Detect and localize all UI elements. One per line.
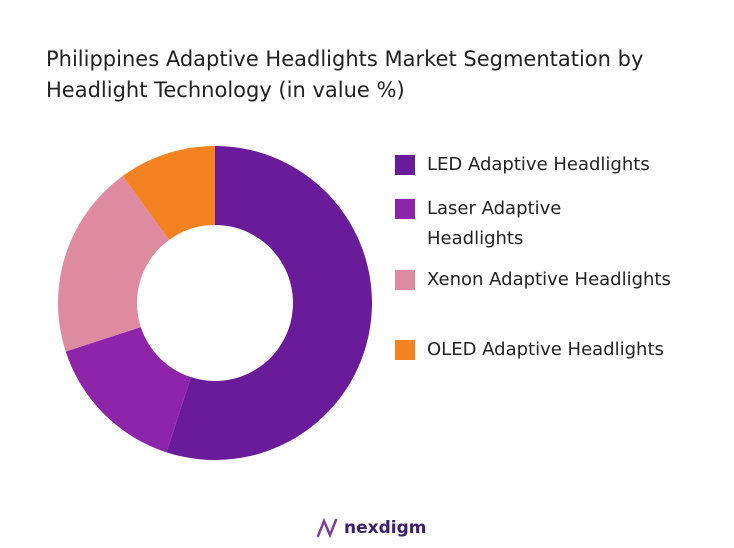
brand-logo xyxy=(316,518,338,538)
legend-item: Laser Adaptive Headlights xyxy=(395,194,585,254)
donut-slice xyxy=(122,146,215,240)
legend-item: LED Adaptive Headlights xyxy=(395,150,730,180)
brand: nexdigm xyxy=(316,518,426,538)
donut-slice xyxy=(65,327,191,453)
legend-swatch xyxy=(395,199,415,219)
legend-swatch xyxy=(395,155,415,175)
legend-label: OLED Adaptive Headlights xyxy=(427,339,664,360)
legend-label: Laser Adaptive Headlights xyxy=(427,198,562,249)
donut-slice xyxy=(57,175,170,352)
legend-swatch xyxy=(395,270,415,290)
legend-item: OLED Adaptive Headlights xyxy=(395,335,730,365)
brand-name: nexdigm xyxy=(344,518,427,538)
donut-slice xyxy=(166,146,372,460)
legend-label: LED Adaptive Headlights xyxy=(427,154,650,175)
legend-item: Xenon Adaptive Headlights xyxy=(395,265,730,295)
legend-label: Xenon Adaptive Headlights xyxy=(427,269,671,290)
chart-title: Philippines Adaptive Headlights Market S… xyxy=(46,47,644,102)
legend-swatch xyxy=(395,340,415,360)
